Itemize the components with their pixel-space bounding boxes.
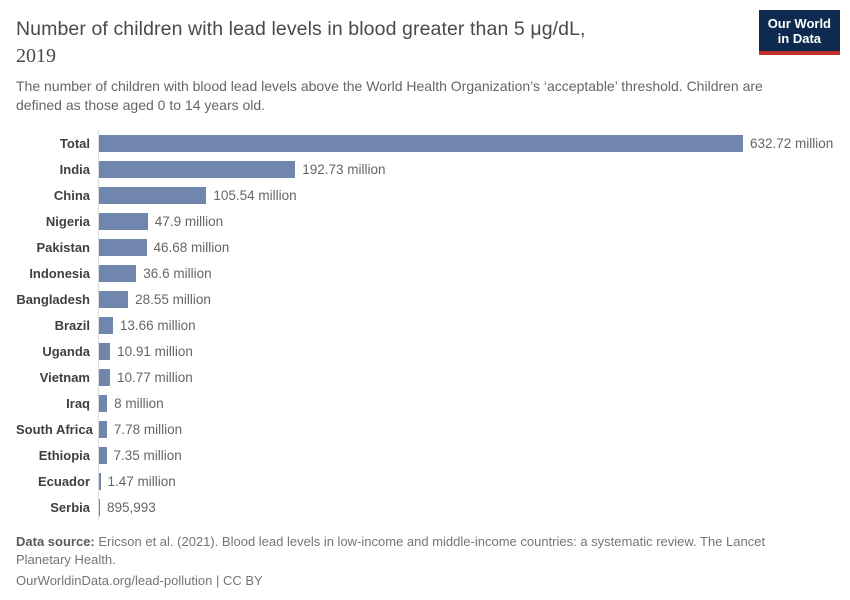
category-label: Total: [59, 135, 90, 151]
category-label: China: [53, 187, 90, 203]
bar-row: China 105.54 million: [16, 182, 834, 208]
value-label: 8 million: [114, 395, 164, 411]
bar-track: 632.72 million: [98, 130, 834, 156]
value-label: 7.35 million: [113, 447, 182, 463]
value-label: 47.9 million: [154, 213, 224, 229]
bar[interactable]: [99, 238, 147, 256]
category-label: Serbia: [50, 499, 90, 515]
data-source-label: Data source:: [16, 534, 95, 549]
category-label: Brazil: [54, 317, 90, 333]
bar-row: Brazil 13.66 million: [16, 312, 834, 338]
bar-track: 13.66 million: [98, 312, 834, 338]
category-label: Iraq: [66, 395, 90, 411]
category-label: Ecuador: [37, 473, 90, 489]
bar-track: 28.55 million: [98, 286, 834, 312]
bar[interactable]: [99, 446, 107, 464]
bar-track: 7.35 million: [98, 442, 834, 468]
owid-logo-line1: Our World: [767, 16, 831, 31]
license-line: OurWorldinData.org/lead-pollution | CC B…: [16, 572, 806, 590]
chart-header: Number of children with lead levels in b…: [16, 16, 834, 115]
bar-track: 1.47 million: [98, 468, 834, 494]
bar[interactable]: [99, 394, 108, 412]
value-label: 632.72 million: [750, 135, 834, 151]
license-badge: CC BY: [222, 573, 263, 588]
bar-track: 47.9 million: [98, 208, 834, 234]
chart-footer: Data source: Ericson et al. (2021). Bloo…: [16, 533, 806, 590]
owid-logo-line2: in Data: [777, 31, 822, 46]
bar[interactable]: [99, 368, 110, 386]
bar-row: Ecuador 1.47 million: [16, 468, 834, 494]
category-label: Indonesia: [29, 265, 90, 281]
bar-track: 192.73 million: [98, 156, 834, 182]
bar-row: Vietnam 10.77 million: [16, 364, 834, 390]
value-label: 36.6 million: [143, 265, 212, 281]
data-source-text: Ericson et al. (2021). Blood lead levels…: [16, 534, 766, 567]
license-separator: |: [215, 573, 220, 588]
data-source-line: Data source: Ericson et al. (2021). Bloo…: [16, 533, 806, 568]
chart-url-link[interactable]: OurWorldinData.org/lead-pollution: [16, 573, 213, 588]
bar-track: 36.6 million: [98, 260, 834, 286]
bar-row: Iraq 8 million: [16, 390, 834, 416]
bar-row: Ethiopia 7.35 million: [16, 442, 834, 468]
bar-row: Bangladesh 28.55 million: [16, 286, 834, 312]
category-label: Pakistan: [36, 239, 90, 255]
category-label: Uganda: [42, 343, 90, 359]
bar-row: Uganda 10.91 million: [16, 338, 834, 364]
bar[interactable]: [99, 316, 113, 334]
chart-subtitle: The number of children with blood lead l…: [16, 78, 763, 113]
bar-chart: Total 632.72 million India 192.73 million Ch…: [16, 130, 834, 520]
bar-track: 8 million: [98, 390, 834, 416]
value-label: 13.66 million: [119, 317, 196, 333]
category-label: Bangladesh: [16, 291, 90, 307]
category-label: Ethiopia: [38, 447, 90, 463]
value-label: 7.78 million: [113, 421, 183, 437]
chart-title-text: Number of children with lead levels in b…: [16, 18, 586, 40]
chart-title: Number of children with lead levels in b…: [16, 16, 834, 69]
bar[interactable]: [99, 212, 148, 230]
value-label: 28.55 million: [135, 291, 211, 307]
category-label: Vietnam: [39, 369, 90, 385]
value-label: 1.47 million: [107, 473, 176, 489]
value-label: 10.91 million: [117, 343, 193, 359]
bar-row: South Africa 7.78 million: [16, 416, 834, 442]
chart-title-year: 2019: [16, 45, 56, 67]
value-label: 10.77 million: [117, 369, 193, 385]
bar[interactable]: [99, 160, 296, 178]
bar-track: 46.68 million: [98, 234, 834, 260]
bar[interactable]: [99, 186, 207, 204]
bar-row: Pakistan 46.68 million: [16, 234, 834, 260]
bar-row: Indonesia 36.6 million: [16, 260, 834, 286]
bar-track: 105.54 million: [98, 182, 834, 208]
owid-logo: Our World in Data: [758, 10, 840, 55]
bar-row: Nigeria 47.9 million: [16, 208, 834, 234]
bar[interactable]: [99, 472, 101, 490]
value-label: 192.73 million: [302, 161, 386, 177]
bar-track: 10.91 million: [98, 338, 834, 364]
bar[interactable]: [99, 342, 111, 360]
value-label: 46.68 million: [153, 239, 230, 255]
value-label: 105.54 million: [213, 187, 297, 203]
category-label: India: [59, 161, 90, 177]
value-label: 895,993: [107, 499, 156, 515]
bar-track: 7.78 million: [98, 416, 834, 442]
category-label: South Africa: [16, 421, 93, 437]
bar-track: 895,993: [98, 494, 834, 520]
bar-row: India 192.73 million: [16, 156, 834, 182]
bar[interactable]: [99, 420, 107, 438]
bar[interactable]: [99, 134, 743, 152]
bar-row: Total 632.72 million: [16, 130, 834, 156]
bar[interactable]: [99, 290, 129, 308]
bar-row: Serbia 895,993: [16, 494, 834, 520]
bar[interactable]: [99, 264, 137, 282]
bar-track: 10.77 million: [98, 364, 834, 390]
category-label: Nigeria: [45, 213, 90, 229]
bar[interactable]: [99, 498, 100, 516]
